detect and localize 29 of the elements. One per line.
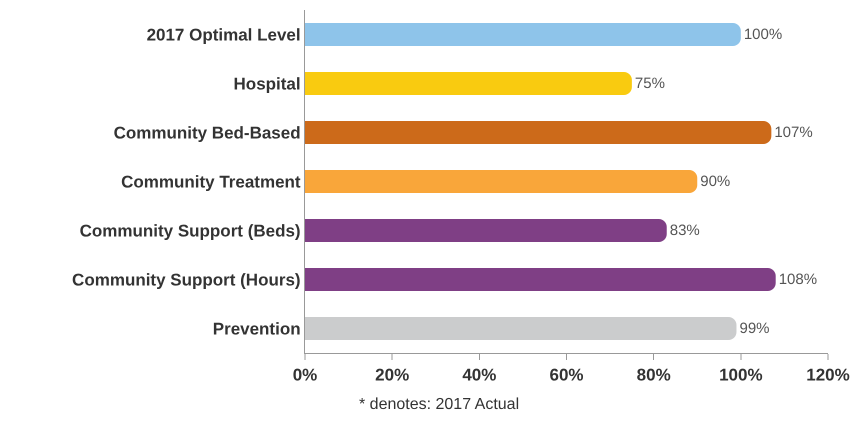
x-tick-label: 60% — [549, 365, 584, 384]
data-label: 75% — [634, 75, 665, 92]
bar — [305, 316, 736, 340]
data-label: 107% — [774, 124, 813, 142]
bar — [305, 268, 776, 292]
y-tick-label: Hospital — [234, 74, 301, 94]
bar — [305, 22, 741, 46]
y-tick-label: Community Bed-Based — [114, 123, 301, 142]
data-label: 108% — [778, 271, 818, 288]
data-label: 100% — [744, 26, 782, 44]
x-tick-label: 0% — [292, 365, 318, 384]
x-tick-label: 120% — [806, 365, 850, 384]
bar — [305, 170, 698, 194]
x-tick-label: 40% — [462, 365, 496, 384]
x-tick-label: 20% — [375, 365, 410, 384]
y-tick-label: Community Treatment — [121, 172, 301, 192]
bar — [305, 120, 772, 144]
x-tick-label: 100% — [719, 365, 763, 384]
y-tick-label: Prevention — [212, 319, 301, 338]
bar — [305, 72, 632, 96]
text: * denotes: 2017 Actual — [359, 396, 520, 413]
data-label: 90% — [700, 173, 730, 190]
data-label: 99% — [739, 320, 770, 337]
x-tick-label: 80% — [636, 365, 671, 384]
y-tick-label: Community Support (Beds) — [80, 221, 301, 240]
y-tick-label: Community Support (Hours) — [72, 270, 301, 290]
data-label: 83% — [670, 222, 700, 240]
y-tick-label: 2017 Optimal Level — [146, 25, 301, 44]
bar — [305, 218, 667, 242]
